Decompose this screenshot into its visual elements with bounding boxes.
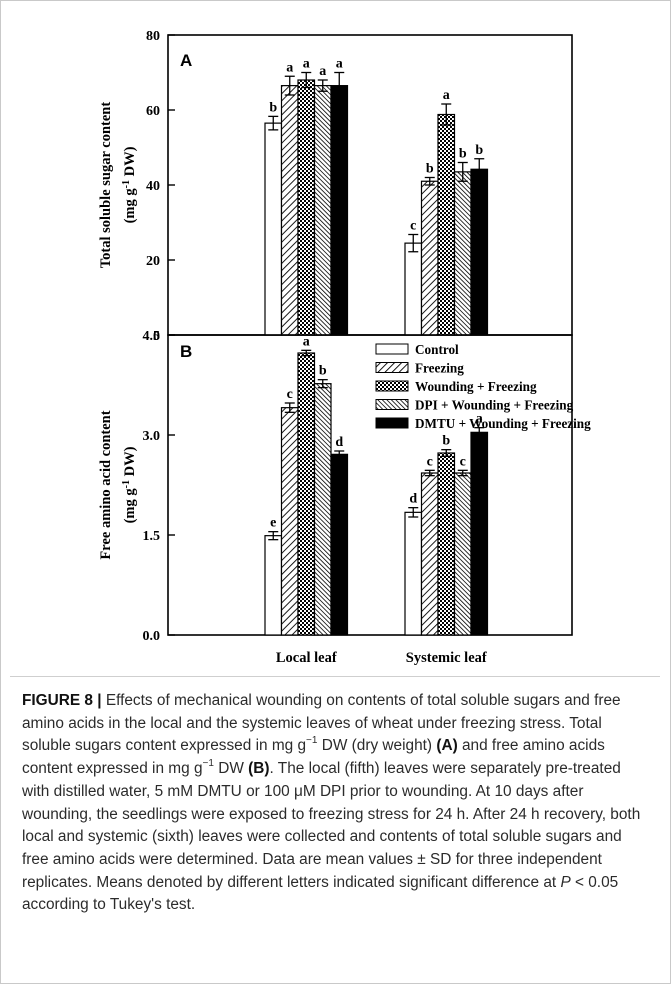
bar-dpi-wounding-freezing-1 (453, 472, 472, 636)
legend-swatch (375, 417, 409, 429)
caption-ref-a: (A) (436, 737, 458, 755)
caption-text-5: . The local (fifth) leaves were separate… (22, 760, 641, 891)
panel-b-y-axis-title: Free amino acid content (98, 410, 114, 559)
y-tick-label: 1.5 (143, 529, 161, 544)
bar-wounding-freezing-1 (437, 113, 456, 336)
panel-a-y-axis-title: Total soluble sugar content (98, 102, 114, 269)
x-category-label: Systemic leaf (406, 650, 487, 666)
x-axis-category-labels: Local leaf Systemic leaf (276, 650, 487, 666)
legend-swatch (375, 362, 409, 373)
y-tick-label: 4.5 (143, 329, 161, 344)
bar-wounding-freezing-0 (297, 79, 316, 336)
significance-letter: e (270, 516, 276, 531)
significance-letter: d (335, 435, 343, 450)
significance-letter: c (287, 387, 293, 402)
legend-label: DPI + Wounding + Freezing (415, 398, 574, 413)
bar-freezing-0 (280, 85, 299, 336)
significance-letter: a (336, 57, 343, 72)
caption-ref-b: (B) (248, 760, 270, 778)
significance-letter: b (319, 364, 327, 379)
y-tick-label: 0.0 (143, 629, 161, 644)
significance-letter: d (409, 492, 417, 507)
caption-sup-2: −1 (202, 757, 214, 769)
significance-letter: a (319, 64, 326, 79)
bar-dpi-wounding-freezing-1 (453, 171, 472, 336)
panel-a-y-axis: 0 20 40 60 80 (146, 29, 175, 344)
bar-control-0 (264, 535, 283, 636)
bar-dmtu-wounding-freezing-1 (470, 431, 489, 636)
y-tick-label: 20 (146, 254, 160, 269)
significance-letter: c (460, 454, 466, 469)
legend-swatch (375, 380, 409, 392)
bar-dpi-wounding-freezing-0 (313, 383, 332, 636)
significance-letter: b (459, 147, 467, 162)
y-tick-label: 60 (146, 104, 160, 119)
significance-letter: a (443, 88, 450, 103)
y-tick-label: 80 (146, 29, 160, 44)
bar-wounding-freezing-1 (437, 452, 456, 636)
significance-letter: a (476, 412, 483, 427)
panel-b-y-axis-unit: (mg g-1 DW) (121, 446, 139, 523)
bar-control-0 (264, 122, 283, 336)
x-category-label: Local leaf (276, 650, 337, 666)
legend-swatch (375, 343, 409, 355)
caption-text-4: DW (213, 760, 249, 778)
legend-label: DMTU + Wounding + Freezing (415, 416, 591, 431)
panel-b-y-axis: 0.0 1.5 3.0 4.5 (143, 329, 175, 644)
y-tick-label: 3.0 (143, 429, 161, 444)
bar-dmtu-wounding-freezing-0 (330, 453, 349, 636)
significance-letter: a (303, 57, 310, 72)
panel-b-label: B (180, 342, 192, 361)
legend-label: Wounding + Freezing (415, 379, 537, 394)
significance-letter: b (269, 100, 277, 115)
bar-freezing-1 (420, 472, 439, 636)
caption-text-2: DW (dry weight) (317, 737, 437, 755)
panel-a-plot-frame (167, 34, 573, 336)
bar-control-1 (404, 511, 423, 636)
bar-dmtu-wounding-freezing-0 (330, 85, 349, 336)
bar-control-1 (404, 242, 423, 336)
legend-label: Freezing (415, 361, 464, 376)
y-tick-label: 0 (153, 329, 160, 344)
panel-a-label: A (180, 51, 192, 70)
significance-letter: c (427, 454, 433, 469)
panel-b-plot-frame (167, 334, 573, 636)
legend-swatch (375, 399, 409, 410)
legend-label: Control (415, 342, 459, 357)
bar-dpi-wounding-freezing-0 (313, 85, 332, 336)
caption-sup-1: −1 (306, 735, 318, 747)
significance-letter: b (426, 162, 434, 177)
significance-letter: a (286, 60, 293, 75)
significance-letter: b (442, 434, 450, 449)
bar-dmtu-wounding-freezing-1 (470, 168, 489, 336)
caption-p-variable: P (560, 873, 571, 891)
caption-divider (10, 676, 660, 677)
figure-label: FIGURE 8 | (22, 692, 102, 709)
significance-letter: a (303, 334, 310, 349)
caption-text-6: < 0.05 according to Tukey's test. (22, 873, 619, 914)
caption-text-3: and free amino acids content expressed i… (22, 737, 605, 778)
figure-caption: FIGURE 8 | Effects of mechanical woundin… (22, 690, 646, 917)
panel-a-y-axis-unit: (mg g-1 DW) (121, 146, 139, 223)
bar-wounding-freezing-0 (297, 352, 316, 636)
y-tick-label: 40 (146, 179, 160, 194)
significance-letter: b (475, 143, 483, 158)
caption-text-1: Effects of mechanical wounding on conten… (22, 692, 621, 755)
significance-letter: c (410, 219, 416, 234)
bar-freezing-0 (280, 407, 299, 636)
bar-freezing-1 (420, 180, 439, 336)
panel-b: B 0.0 1.5 3.0 4.5 Free amino acid content (… (98, 329, 591, 666)
legend: Control Freezing Wounding + Freezing DPI + … (375, 342, 591, 431)
